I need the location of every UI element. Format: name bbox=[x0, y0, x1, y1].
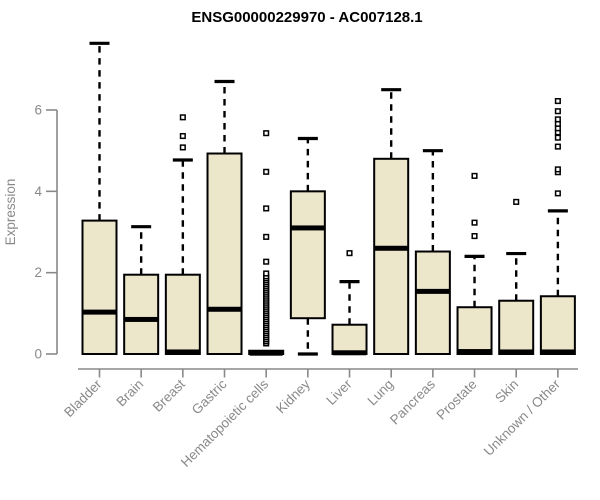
iqr-box bbox=[331, 323, 368, 355]
outlier-point bbox=[179, 114, 186, 121]
boxes-layer bbox=[81, 41, 576, 356]
box-group-kidney bbox=[289, 136, 326, 356]
outlier-point bbox=[263, 205, 270, 212]
median-line bbox=[458, 349, 492, 355]
iqr-box bbox=[456, 306, 493, 355]
x-tick-label-lung: Lung bbox=[364, 377, 396, 409]
median-line bbox=[416, 288, 450, 294]
x-tick-label-unknown-other: Unknown / Other bbox=[481, 376, 564, 459]
iqr-box bbox=[539, 295, 576, 356]
y-tick-label-6: 6 bbox=[34, 102, 42, 117]
box-group-brain bbox=[123, 225, 160, 355]
outlier-point bbox=[554, 143, 561, 150]
median-line bbox=[208, 306, 242, 312]
outlier-point bbox=[513, 198, 520, 205]
outlier-point bbox=[471, 172, 478, 179]
outlier-point bbox=[263, 233, 270, 240]
box-group-gastric bbox=[206, 79, 243, 355]
chart-title: ENSG00000229970 - AC007128.1 bbox=[191, 9, 422, 26]
outlier-point bbox=[471, 233, 478, 240]
box-group-hematopoietic-cells bbox=[248, 130, 285, 356]
iqr-box bbox=[373, 157, 410, 355]
outlier-point bbox=[554, 116, 561, 123]
x-tick-label-kidney: Kidney bbox=[273, 376, 313, 416]
iqr-box bbox=[414, 250, 451, 356]
box-group-breast bbox=[164, 114, 201, 355]
x-tick-label-gastric: Gastric bbox=[189, 376, 230, 417]
iqr-box bbox=[498, 299, 535, 355]
median-line bbox=[291, 225, 325, 231]
median-line bbox=[249, 350, 283, 356]
box-group-bladder bbox=[81, 41, 118, 355]
outlier-point bbox=[179, 144, 186, 151]
y-tick-label-2: 2 bbox=[34, 265, 42, 280]
median-line bbox=[124, 316, 158, 322]
y-axis-label: Expression bbox=[3, 179, 18, 246]
outlier-point bbox=[554, 166, 561, 173]
x-tick-label-breast: Breast bbox=[150, 376, 188, 414]
x-tick-label-prostate: Prostate bbox=[433, 377, 479, 423]
outlier-point bbox=[263, 258, 270, 265]
outlier-point bbox=[471, 219, 478, 226]
x-tick-label-bladder: Bladder bbox=[61, 376, 105, 420]
outlier-point bbox=[554, 108, 561, 115]
median-line bbox=[499, 349, 533, 355]
outlier-point bbox=[263, 270, 270, 277]
x-tick-label-liver: Liver bbox=[323, 376, 355, 408]
box-group-prostate bbox=[456, 172, 493, 355]
median-line bbox=[541, 349, 575, 355]
box-group-liver bbox=[331, 250, 368, 356]
outlier-point bbox=[263, 130, 270, 137]
iqr-box bbox=[164, 273, 201, 355]
outlier-point bbox=[554, 190, 561, 197]
outlier-point bbox=[179, 132, 186, 140]
box-group-skin bbox=[498, 198, 535, 355]
x-tick-label-brain: Brain bbox=[113, 377, 146, 410]
box-group-pancreas bbox=[414, 149, 451, 356]
box-group-lung bbox=[373, 88, 410, 355]
iqr-box bbox=[206, 152, 243, 355]
iqr-box bbox=[289, 190, 326, 320]
median-line bbox=[83, 309, 116, 315]
outlier-point bbox=[263, 168, 270, 175]
y-tick-label-4: 4 bbox=[34, 184, 42, 199]
median-line bbox=[166, 349, 200, 355]
median-line bbox=[374, 245, 408, 251]
iqr-box bbox=[81, 219, 118, 355]
y-tick-label-0: 0 bbox=[34, 347, 42, 362]
outlier-point bbox=[554, 98, 561, 105]
outlier-point bbox=[346, 250, 353, 257]
x-tick-label-skin: Skin bbox=[492, 377, 521, 406]
x-tick-label-pancreas: Pancreas bbox=[387, 376, 438, 427]
box-group-unknown-other bbox=[539, 98, 576, 356]
iqr-box bbox=[123, 273, 160, 355]
median-line bbox=[333, 350, 367, 356]
outlier-point bbox=[554, 134, 561, 141]
